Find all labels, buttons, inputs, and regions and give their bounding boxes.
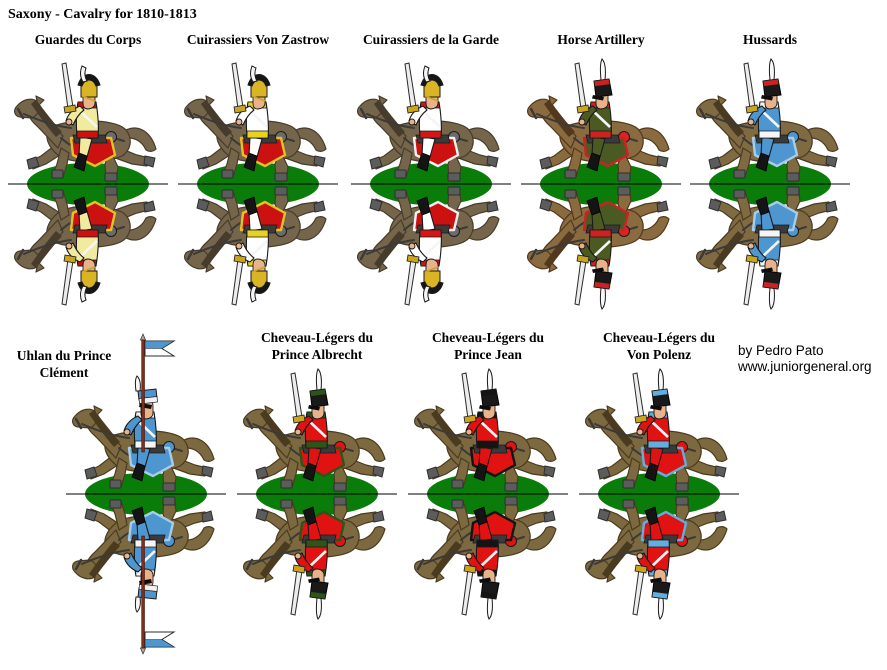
unit-label-line2: Von Polenz bbox=[626, 347, 692, 362]
credit-website: www.juniorgeneral.org bbox=[738, 358, 872, 374]
unit-label-uhlan-du-prince-clement: Uhlan du Prince Clément bbox=[9, 347, 119, 381]
unit-label-line2: Prince Jean bbox=[454, 347, 522, 362]
cavalry-figure-horse-artillery bbox=[521, 58, 681, 314]
horse-and-rider bbox=[695, 58, 840, 183]
horse-and-rider bbox=[584, 368, 729, 493]
horse-and-rider bbox=[13, 62, 158, 183]
unit-label-line1: Cheveau-Légers du bbox=[260, 330, 374, 345]
unit-label-line1: Horse Artillery bbox=[557, 32, 645, 47]
horse-and-rider bbox=[526, 58, 671, 183]
cavalry-figure-cuirassiers-de-la-garde bbox=[351, 62, 511, 314]
horse-and-rider bbox=[242, 368, 387, 493]
mirrored-horse-and-rider bbox=[697, 187, 838, 309]
credit-block: by Pedro Pato www.juniorgeneral.org bbox=[738, 343, 872, 374]
cavalry-figure-cheveau-legers-prince-jean bbox=[408, 368, 568, 624]
horse-and-rider bbox=[356, 62, 501, 183]
mirrored-horse-and-rider bbox=[586, 497, 727, 619]
unit-label-line1: Cheveau-Légers du bbox=[431, 330, 545, 345]
cavalry-figure-uhlan-du-prince-clement bbox=[66, 333, 226, 624]
mirrored-horse-and-rider bbox=[415, 497, 556, 619]
cavalry-figure-hussards bbox=[690, 58, 850, 314]
unit-label-line1: Cheveau-Légers du bbox=[602, 330, 716, 345]
unit-label-cheveau-legers-prince-jean: Cheveau-Légers du Prince Jean bbox=[403, 329, 573, 363]
unit-label-cuirassiers-de-la-garde: Cuirassiers de la Garde bbox=[346, 31, 516, 48]
unit-label-cuirassiers-von-zastrow: Cuirassiers Von Zastrow bbox=[173, 31, 343, 48]
unit-label-hussards: Hussards bbox=[685, 31, 855, 48]
unit-label-cheveau-legers-von-polenz: Cheveau-Légers du Von Polenz bbox=[574, 329, 744, 363]
unit-label-line1: Uhlan du Prince bbox=[16, 348, 112, 363]
unit-label-horse-artillery: Horse Artillery bbox=[516, 31, 686, 48]
mirrored-horse-and-rider bbox=[244, 497, 385, 619]
mirrored-horse-and-rider bbox=[15, 187, 156, 305]
unit-label-cheveau-legers-prince-albrecht: Cheveau-Légers du Prince Albrecht bbox=[232, 329, 402, 363]
unit-label-guardes-du-corps: Guardes du Corps bbox=[3, 31, 173, 48]
unit-label-line1: Hussards bbox=[742, 32, 798, 47]
unit-label-line2: Prince Albrecht bbox=[271, 347, 363, 362]
cavalry-figure-cuirassiers-von-zastrow bbox=[178, 62, 338, 314]
horse-and-rider bbox=[183, 62, 328, 183]
mirrored-horse-and-rider bbox=[185, 187, 326, 305]
mirrored-horse-and-rider bbox=[358, 187, 499, 305]
mirrored-horse-and-rider bbox=[528, 187, 669, 309]
cavalry-figure-cheveau-legers-prince-albrecht bbox=[237, 368, 397, 624]
cavalry-figure-guardes-du-corps bbox=[8, 62, 168, 314]
unit-label-line2: Clément bbox=[39, 365, 89, 380]
unit-label-line1: Cuirassiers de la Garde bbox=[362, 32, 500, 47]
cavalry-figure-cheveau-legers-von-polenz bbox=[579, 368, 739, 624]
credit-byline: by Pedro Pato bbox=[738, 343, 824, 358]
unit-label-line1: Cuirassiers Von Zastrow bbox=[186, 32, 330, 47]
unit-label-line1: Guardes du Corps bbox=[34, 32, 142, 47]
horse-and-rider bbox=[413, 368, 558, 493]
mirrored-horse-and-rider bbox=[73, 497, 214, 654]
page-title: Saxony - Cavalry for 1810-1813 bbox=[8, 7, 197, 22]
